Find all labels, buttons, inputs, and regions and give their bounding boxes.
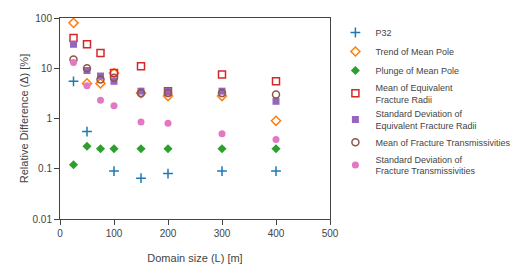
svg-text:Plunge of Mean Pole: Plunge of Mean Pole [375, 66, 459, 76]
svg-text:100: 100 [106, 228, 123, 239]
svg-text:10: 10 [41, 63, 53, 74]
svg-text:300: 300 [214, 228, 231, 239]
svg-text:200: 200 [160, 228, 177, 239]
svg-text:500: 500 [322, 228, 339, 239]
svg-text:Mean of Fracture Transmissivit: Mean of Fracture Transmissivities [375, 138, 510, 148]
svg-text:P32: P32 [375, 28, 391, 38]
svg-text:0: 0 [57, 228, 63, 239]
svg-text:Trend of Mean Pole: Trend of Mean Pole [375, 47, 454, 57]
svg-text:Standard Deviation ofFracture: Standard Deviation ofFracture Transmissi… [375, 155, 475, 177]
svg-text:Relative Difference (Δ) [%]: Relative Difference (Δ) [%] [18, 54, 30, 183]
svg-text:1: 1 [46, 113, 52, 124]
svg-text:0.01: 0.01 [33, 214, 53, 225]
svg-text:100: 100 [35, 13, 52, 24]
svg-text:Standard Deviation ofEquivalen: Standard Deviation ofEquivalent Fracture… [375, 109, 476, 131]
svg-text:Mean of EquivalentFracture Rad: Mean of EquivalentFracture Radii [375, 83, 453, 105]
svg-text:0.1: 0.1 [38, 163, 52, 174]
svg-text:400: 400 [268, 228, 285, 239]
svg-text:Domain size (L) [m]: Domain size (L) [m] [147, 252, 242, 264]
